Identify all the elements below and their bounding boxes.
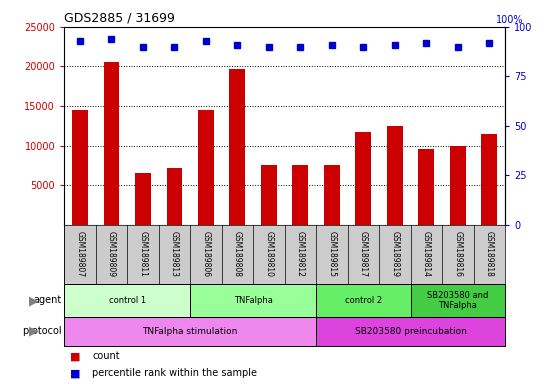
Bar [292,164,308,225]
Text: GSM189813: GSM189813 [170,232,179,277]
Bar [387,126,403,225]
Text: control 2: control 2 [345,296,382,305]
Bar [229,69,245,225]
Bar [64,284,190,317]
Text: ▶: ▶ [28,325,39,338]
Bar [482,134,497,225]
Text: percentile rank within the sample: percentile rank within the sample [92,368,257,378]
Text: TNFalpha stimulation: TNFalpha stimulation [142,327,238,336]
Text: GSM189812: GSM189812 [296,232,305,277]
Text: GSM189809: GSM189809 [107,231,116,278]
Y-axis label: 100%: 100% [496,15,523,25]
Text: count: count [92,351,120,361]
Bar [324,164,340,225]
Bar [261,165,277,225]
Text: SB203580 preincubation: SB203580 preincubation [354,327,466,336]
Text: ▶: ▶ [28,294,39,307]
Bar [316,317,505,346]
Text: GSM189816: GSM189816 [453,232,462,277]
Text: SB203580 and
TNFalpha: SB203580 and TNFalpha [427,291,488,310]
Bar [64,317,316,346]
Text: ■: ■ [70,368,80,378]
Text: GSM189811: GSM189811 [138,232,147,277]
Text: protocol: protocol [22,326,61,336]
Bar [104,63,119,225]
Bar [355,132,371,225]
Text: GSM189815: GSM189815 [328,232,336,277]
Text: GSM189808: GSM189808 [233,232,242,277]
Text: GSM189807: GSM189807 [75,231,84,278]
Text: GSM189814: GSM189814 [422,232,431,277]
Bar [166,168,182,225]
Text: GSM189806: GSM189806 [201,231,210,278]
Text: TNFalpha: TNFalpha [234,296,272,305]
Text: GSM189810: GSM189810 [264,232,273,277]
Bar [72,110,88,225]
Bar [411,284,505,317]
Text: GDS2885 / 31699: GDS2885 / 31699 [64,11,175,24]
Text: GSM189817: GSM189817 [359,232,368,277]
Text: control 1: control 1 [109,296,146,305]
Text: GSM189819: GSM189819 [390,232,400,277]
Bar [418,149,434,225]
Bar [135,173,151,225]
Bar [316,284,411,317]
Text: GSM189818: GSM189818 [485,232,494,277]
Bar [198,110,214,225]
Bar [450,146,465,225]
Bar [190,284,316,317]
Text: agent: agent [33,295,61,306]
Text: ■: ■ [70,351,80,361]
